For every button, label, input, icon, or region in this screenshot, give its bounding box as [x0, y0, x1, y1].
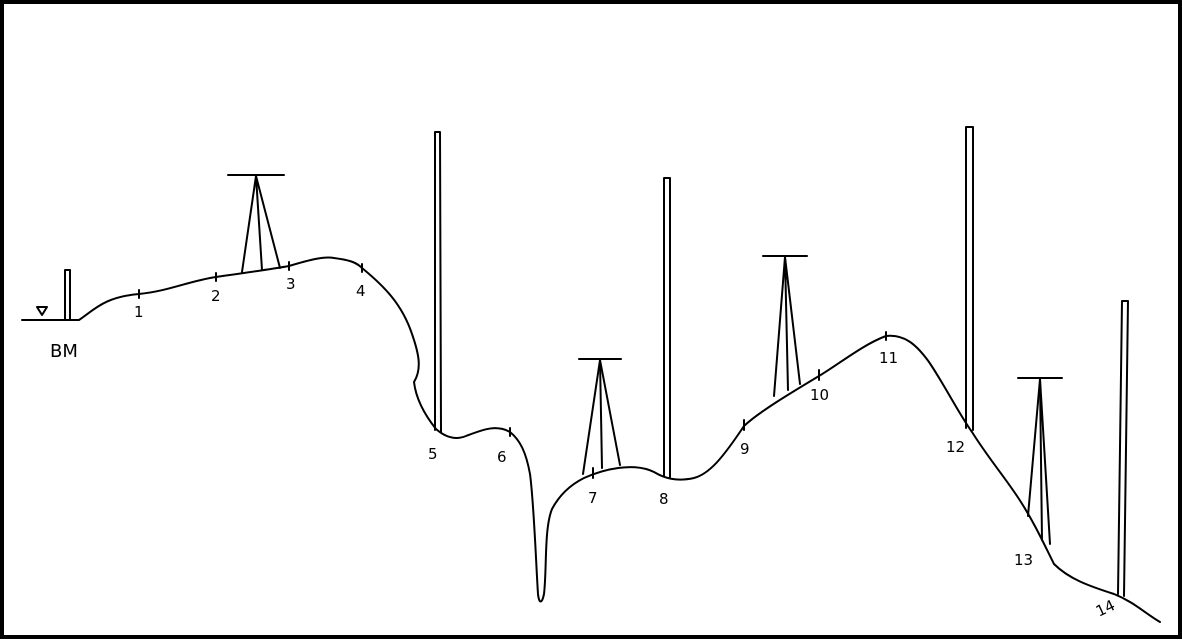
level-instrument-3	[762, 255, 808, 397]
station-label: 14	[1093, 596, 1118, 620]
station-label: 9	[740, 440, 750, 458]
station-label: 1	[134, 303, 144, 321]
station-label: 13	[1014, 551, 1033, 569]
station-label: 12	[946, 438, 965, 456]
levelling-staff-5	[434, 131, 442, 433]
station-label: 3	[286, 275, 296, 293]
levelling-staff-14	[1117, 300, 1129, 597]
station-label: 11	[879, 349, 898, 367]
station-label: 8	[659, 490, 669, 508]
levelling-staff-12	[965, 126, 974, 431]
station-label: 4	[356, 282, 366, 300]
station-label: 5	[428, 445, 438, 463]
level-instrument-1	[227, 174, 285, 273]
station-label: 7	[588, 489, 598, 507]
benchmark-label: BM	[50, 341, 78, 362]
ground-profile-line	[21, 256, 1161, 623]
station-label: 2	[211, 287, 221, 305]
level-instrument-4	[1017, 377, 1063, 545]
level-instrument-2	[578, 358, 622, 475]
benchmark-marker	[36, 269, 71, 321]
levelling-staff-8	[663, 177, 671, 479]
levelling-profile-diagram: BM 1 2 3 4 5 6 7 8 9 10 11 12 13 14	[21, 126, 1161, 623]
station-label: 6	[497, 448, 507, 466]
station-label: 10	[810, 386, 829, 404]
station-ticks	[138, 261, 887, 479]
